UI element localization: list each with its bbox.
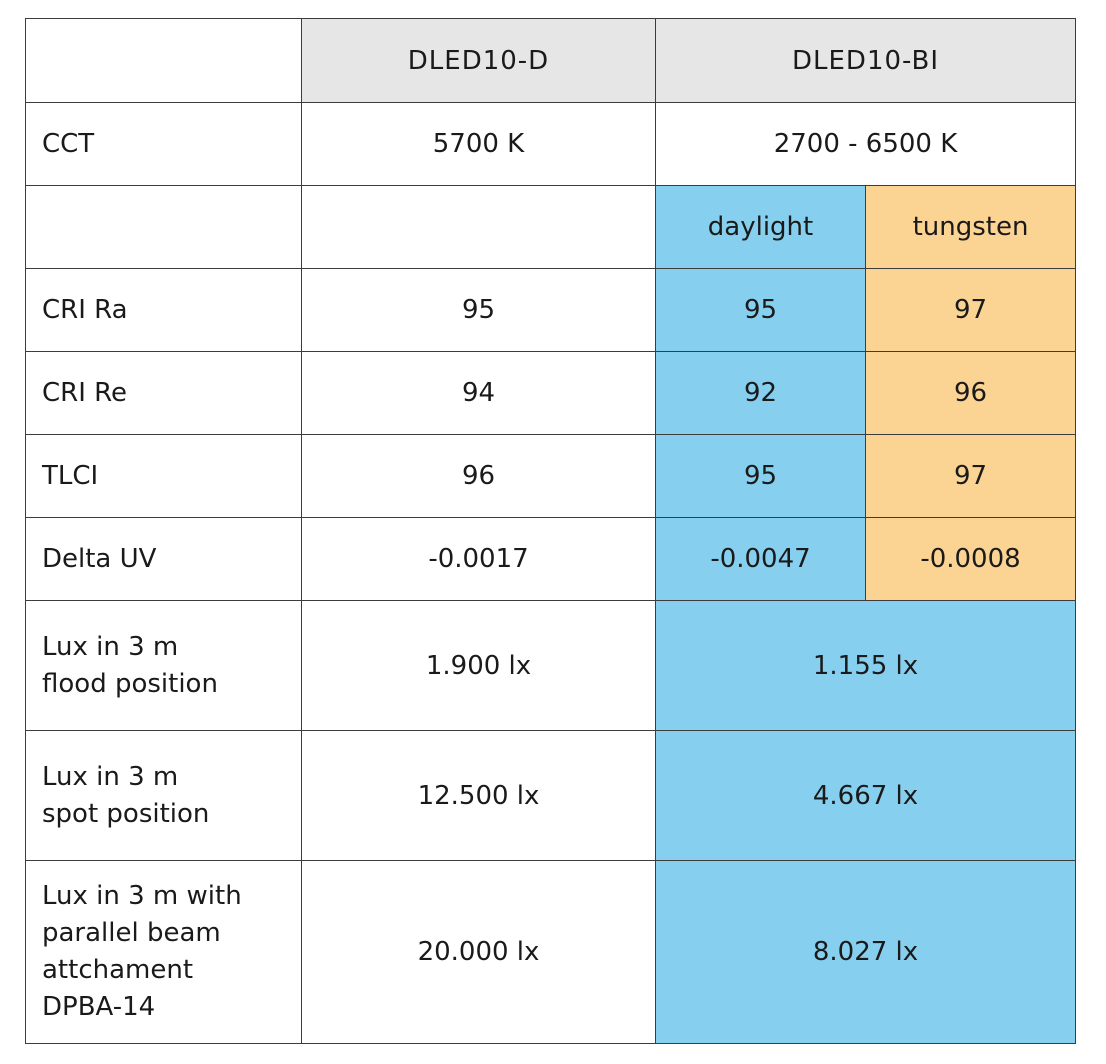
cct-d-value: 5700 K	[301, 102, 656, 186]
lux-row: Lux in 3 m spot position 12.500 lx 4.667…	[25, 730, 1076, 861]
lux-label: Lux in 3 m with parallel beam attchament…	[25, 860, 302, 1044]
table-row: CRI Ra 95 95 97	[25, 268, 1076, 352]
row-label: TLCI	[25, 434, 302, 518]
lux-bi-value: 4.667 lx	[655, 730, 1076, 861]
lux-d-value: 1.900 lx	[301, 600, 656, 731]
lux-row: Lux in 3 m with parallel beam attchament…	[25, 860, 1076, 1044]
daylight-value: 95	[655, 268, 866, 352]
lux-label: Lux in 3 m spot position	[25, 730, 302, 861]
lux-bi-value: 8.027 lx	[655, 860, 1076, 1044]
d-value: 94	[301, 351, 656, 435]
daylight-value: 92	[655, 351, 866, 435]
daylight-header: daylight	[655, 185, 866, 269]
d-value: 96	[301, 434, 656, 518]
cct-label: CCT	[25, 102, 302, 186]
lux-row: Lux in 3 m flood position 1.900 lx 1.155…	[25, 600, 1076, 731]
table-row: CRI Re 94 92 96	[25, 351, 1076, 435]
model-bi-header: DLED10-BI	[655, 18, 1076, 103]
row-label: Delta UV	[25, 517, 302, 601]
mode-empty-label	[25, 185, 302, 269]
lux-d-value: 12.500 lx	[301, 730, 656, 861]
cct-bi-value: 2700 - 6500 K	[655, 102, 1076, 186]
mode-empty-d	[301, 185, 656, 269]
spec-table: DLED10-D DLED10-BI CCT 5700 K 2700 - 650…	[25, 18, 1076, 1044]
tungsten-value: 96	[865, 351, 1076, 435]
tungsten-header: tungsten	[865, 185, 1076, 269]
tungsten-value: -0.0008	[865, 517, 1076, 601]
corner-cell	[25, 18, 302, 103]
daylight-value: -0.0047	[655, 517, 866, 601]
lux-label: Lux in 3 m flood position	[25, 600, 302, 731]
row-label: CRI Ra	[25, 268, 302, 352]
mode-row: daylight tungsten	[25, 185, 1076, 269]
model-d-header: DLED10-D	[301, 18, 656, 103]
tungsten-value: 97	[865, 268, 1076, 352]
cct-row: CCT 5700 K 2700 - 6500 K	[25, 102, 1076, 186]
table-row: Delta UV -0.0017 -0.0047 -0.0008	[25, 517, 1076, 601]
daylight-value: 95	[655, 434, 866, 518]
header-row: DLED10-D DLED10-BI	[25, 18, 1076, 103]
d-value: 95	[301, 268, 656, 352]
table-row: TLCI 96 95 97	[25, 434, 1076, 518]
lux-bi-value: 1.155 lx	[655, 600, 1076, 731]
row-label: CRI Re	[25, 351, 302, 435]
tungsten-value: 97	[865, 434, 1076, 518]
lux-d-value: 20.000 lx	[301, 860, 656, 1044]
d-value: -0.0017	[301, 517, 656, 601]
